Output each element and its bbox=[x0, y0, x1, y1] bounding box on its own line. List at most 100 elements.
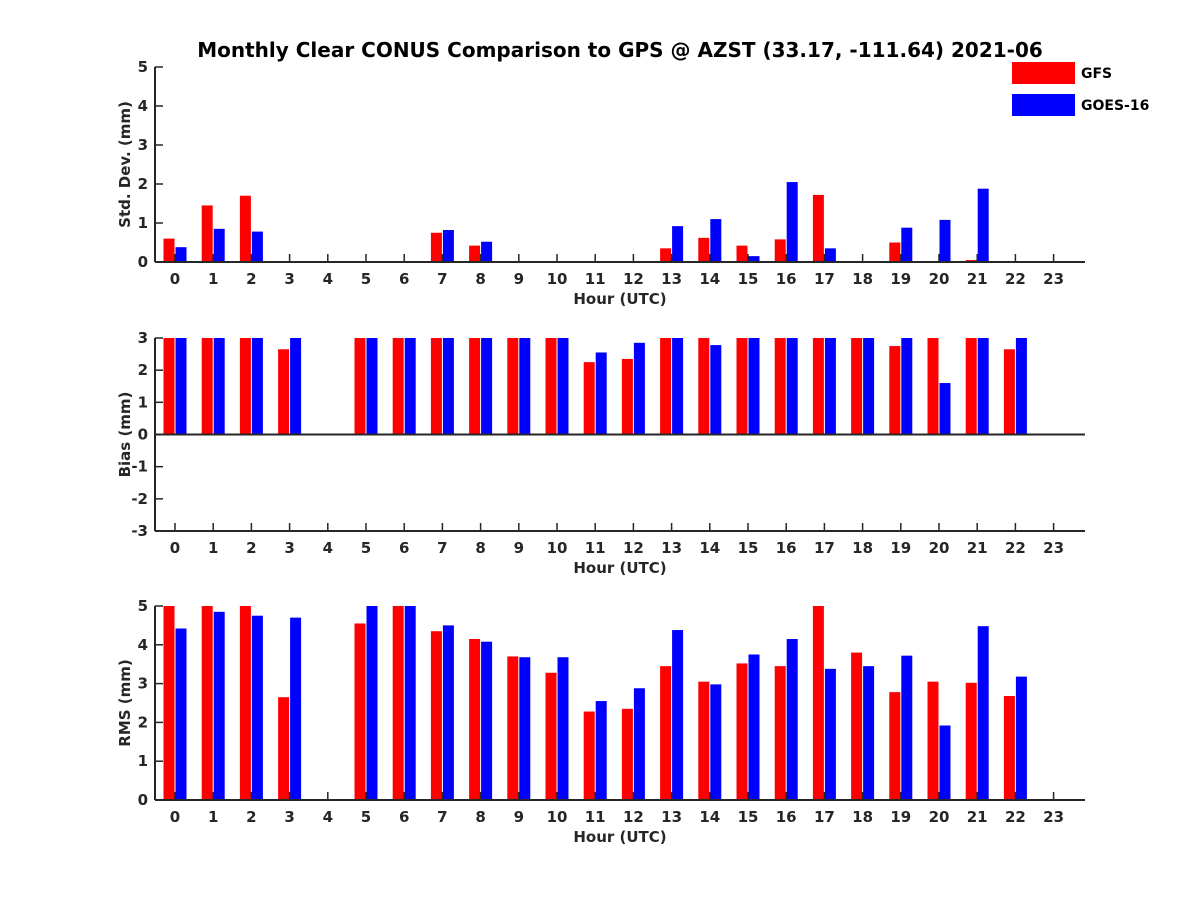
bar-goes-16-hour-9 bbox=[519, 338, 531, 435]
bar-goes-16-hour-18 bbox=[863, 338, 875, 435]
x-tick-label: 20 bbox=[929, 808, 950, 826]
y-tick-label: -2 bbox=[131, 490, 148, 508]
y-tick-label: 3 bbox=[138, 675, 148, 693]
x-tick-label: 22 bbox=[1005, 539, 1026, 557]
bar-goes-16-hour-21 bbox=[977, 338, 989, 435]
bar-gfs-hour-20 bbox=[927, 681, 939, 800]
bar-gfs-hour-16 bbox=[774, 666, 786, 800]
x-tick-label: 10 bbox=[547, 539, 568, 557]
bar-gfs-hour-15 bbox=[736, 245, 748, 262]
bar-gfs-hour-8 bbox=[469, 245, 481, 262]
x-tick-label: 18 bbox=[852, 539, 873, 557]
x-tick-label: 3 bbox=[284, 270, 294, 288]
bar-goes-16-hour-0 bbox=[175, 628, 187, 800]
bar-goes-16-hour-3 bbox=[290, 338, 302, 435]
bar-gfs-hour-5 bbox=[354, 623, 366, 800]
bar-gfs-hour-1 bbox=[201, 205, 213, 262]
bar-gfs-hour-11 bbox=[583, 362, 595, 435]
bar-goes-16-hour-0 bbox=[175, 247, 187, 262]
x-tick-label: 18 bbox=[852, 270, 873, 288]
bar-goes-16-hour-21 bbox=[977, 188, 989, 262]
bar-goes-16-hour-3 bbox=[290, 617, 302, 800]
bar-gfs-hour-14 bbox=[698, 681, 710, 800]
bar-gfs-hour-21 bbox=[965, 682, 977, 800]
bar-goes-16-hour-13 bbox=[672, 630, 684, 800]
x-tick-label: 17 bbox=[814, 808, 835, 826]
x-tick-label: 5 bbox=[361, 808, 371, 826]
bar-gfs-hour-17 bbox=[812, 338, 824, 435]
x-tick-label: 9 bbox=[514, 808, 524, 826]
x-tick-label: 11 bbox=[585, 808, 606, 826]
bar-gfs-hour-7 bbox=[430, 232, 442, 262]
x-tick-label: 9 bbox=[514, 270, 524, 288]
x-tick-label: 1 bbox=[208, 808, 218, 826]
bar-gfs-hour-16 bbox=[774, 338, 786, 435]
x-tick-label: 0 bbox=[170, 270, 180, 288]
x-tick-label: 2 bbox=[246, 808, 256, 826]
bar-gfs-hour-19 bbox=[889, 242, 901, 262]
bar-gfs-hour-10 bbox=[545, 672, 557, 800]
x-tick-label: 15 bbox=[738, 270, 759, 288]
x-tick-label: 11 bbox=[585, 270, 606, 288]
x-tick-label: 1 bbox=[208, 270, 218, 288]
legend-label-gfs: GFS bbox=[1081, 66, 1112, 82]
bar-goes-16-hour-16 bbox=[786, 182, 798, 262]
bar-goes-16-hour-19 bbox=[901, 227, 913, 262]
bar-goes-16-hour-15 bbox=[748, 654, 760, 800]
y-tick-label: 0 bbox=[138, 253, 148, 271]
x-tick-label: 21 bbox=[967, 270, 988, 288]
bar-gfs-hour-13 bbox=[660, 338, 672, 435]
x-tick-label: 16 bbox=[776, 539, 797, 557]
bar-gfs-hour-11 bbox=[583, 711, 595, 800]
bar-gfs-hour-0 bbox=[163, 606, 175, 800]
x-tick-label: 8 bbox=[475, 539, 485, 557]
bar-gfs-hour-15 bbox=[736, 338, 748, 435]
x-tick-label: 2 bbox=[246, 539, 256, 557]
bar-goes-16-hour-1 bbox=[213, 228, 225, 262]
bar-goes-16-hour-10 bbox=[557, 338, 569, 435]
bar-gfs-hour-9 bbox=[507, 338, 519, 435]
x-tick-label: 5 bbox=[361, 539, 371, 557]
bar-goes-16-hour-15 bbox=[748, 256, 760, 262]
bar-gfs-hour-21 bbox=[965, 338, 977, 435]
y-tick-label: 5 bbox=[138, 58, 148, 76]
x-axis-label: Hour (UTC) bbox=[573, 559, 666, 577]
bar-goes-16-hour-5 bbox=[366, 606, 378, 800]
bar-goes-16-hour-13 bbox=[672, 338, 684, 435]
bar-goes-16-hour-14 bbox=[710, 684, 722, 800]
x-tick-label: 8 bbox=[475, 270, 485, 288]
x-tick-label: 8 bbox=[475, 808, 485, 826]
bar-goes-16-hour-19 bbox=[901, 338, 913, 435]
y-tick-label: 3 bbox=[138, 136, 148, 154]
y-tick-label: 4 bbox=[138, 97, 148, 115]
x-axis-label: Hour (UTC) bbox=[573, 290, 666, 308]
bar-goes-16-hour-13 bbox=[672, 226, 684, 262]
bar-gfs-hour-16 bbox=[774, 239, 786, 262]
bar-goes-16-hour-8 bbox=[481, 338, 493, 435]
y-tick-label: 1 bbox=[138, 393, 148, 411]
bar-gfs-hour-5 bbox=[354, 338, 366, 435]
bar-gfs-hour-14 bbox=[698, 237, 710, 262]
y-tick-label: -1 bbox=[131, 458, 148, 476]
chart-title: Monthly Clear CONUS Comparison to GPS @ … bbox=[197, 38, 1043, 62]
x-tick-label: 23 bbox=[1043, 808, 1064, 826]
x-tick-label: 4 bbox=[323, 270, 333, 288]
y-tick-label: 5 bbox=[138, 597, 148, 615]
y-tick-label: 2 bbox=[138, 175, 148, 193]
x-tick-label: 21 bbox=[967, 808, 988, 826]
bar-gfs-hour-19 bbox=[889, 346, 901, 435]
bar-gfs-hour-12 bbox=[621, 358, 633, 435]
bar-gfs-hour-6 bbox=[392, 338, 404, 435]
bar-goes-16-hour-22 bbox=[1015, 676, 1027, 800]
x-tick-label: 20 bbox=[929, 539, 950, 557]
x-tick-label: 12 bbox=[623, 808, 644, 826]
x-tick-label: 18 bbox=[852, 808, 873, 826]
legend-swatch-gfs bbox=[1012, 62, 1075, 84]
bar-gfs-hour-2 bbox=[239, 606, 251, 800]
x-tick-label: 6 bbox=[399, 539, 409, 557]
y-axis-label: RMS (mm) bbox=[116, 659, 134, 746]
x-tick-label: 4 bbox=[323, 539, 333, 557]
x-tick-label: 3 bbox=[284, 808, 294, 826]
